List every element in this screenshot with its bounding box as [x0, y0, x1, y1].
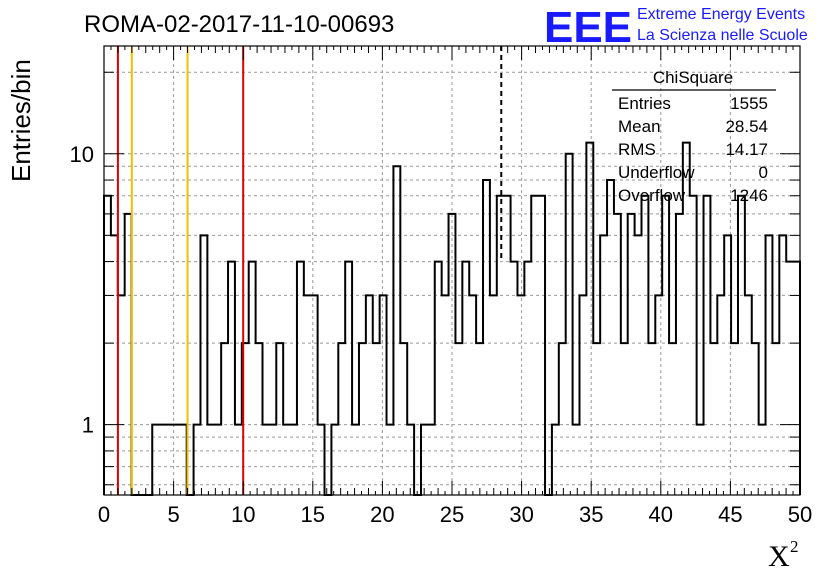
x-tick-label: 30	[509, 502, 533, 527]
stats-value: 1246	[730, 186, 768, 205]
histogram-outline	[103, 141, 801, 496]
x-tick-label: 15	[301, 502, 325, 527]
x-tick-label: 25	[440, 502, 464, 527]
stats-label: Underflow	[618, 163, 695, 182]
stats-header: ChiSquare	[653, 68, 733, 87]
logo-line2: La Scienza nelle Scuole	[637, 27, 808, 44]
y-tick-label: 10	[70, 142, 94, 167]
x-axis-label: X 2	[768, 537, 799, 572]
y-tick-label: 1	[82, 413, 94, 438]
x-axis-label-main: X	[768, 540, 790, 572]
cut-lines	[116, 46, 503, 495]
x-tick-label: 0	[98, 502, 110, 527]
logo-line1: Extreme Energy Events	[637, 6, 805, 23]
x-tick-label: 35	[579, 502, 603, 527]
axis-ticks: 0 5 10 15 20 25 30 35 40 45 50 1 10	[70, 46, 812, 527]
chart-title: ROMA-02-2017-11-10-00693	[84, 11, 394, 38]
stats-value: 1555	[730, 94, 768, 113]
eee-logo: EEE Extreme Energy Events La Scienza nel…	[544, 3, 808, 52]
x-tick-label: 10	[231, 502, 255, 527]
x-tick-label: 5	[167, 502, 179, 527]
stats-label: RMS	[618, 140, 656, 159]
y-axis-label: Entries/bin	[6, 59, 36, 182]
stats-label: Overflow	[618, 186, 686, 205]
logo-mark: EEE	[544, 3, 632, 52]
stats-box: ChiSquare Entries 1555 Mean 28.54 RMS 14.17 Un…	[612, 68, 776, 205]
x-tick-label: 20	[370, 502, 394, 527]
grid	[104, 46, 800, 495]
stats-value: 0	[759, 163, 768, 182]
stats-value: 28.54	[725, 117, 768, 136]
x-axis-label-sup: 2	[790, 537, 799, 556]
stats-value: 14.17	[725, 140, 768, 159]
x-tick-label: 50	[788, 502, 812, 527]
x-tick-label: 45	[718, 502, 742, 527]
stats-label: Mean	[618, 117, 661, 136]
x-tick-label: 40	[649, 502, 673, 527]
stats-label: Entries	[618, 94, 671, 113]
